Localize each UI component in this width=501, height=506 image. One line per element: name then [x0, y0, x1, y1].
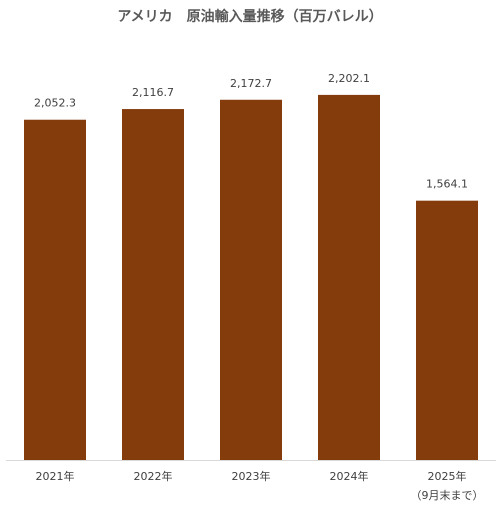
bar — [122, 109, 184, 460]
bar — [318, 94, 380, 461]
x-tick-label: 2023年 — [232, 469, 271, 483]
category-note: （9月末まで） — [411, 488, 484, 502]
bar — [220, 99, 282, 460]
bar — [416, 200, 478, 460]
x-tick-label: 2022年 — [134, 469, 173, 483]
data-label: 1,564.1 — [426, 178, 468, 191]
x-tick-label: 2021年 — [36, 469, 75, 483]
x-tick-label: 2025年 — [428, 469, 467, 483]
chart-title: アメリカ 原油輸入量推移（百万バレル） — [117, 8, 382, 25]
bar — [24, 119, 86, 460]
data-label: 2,116.7 — [132, 86, 174, 99]
data-label: 2,202.1 — [328, 72, 370, 85]
data-label: 2,172.7 — [230, 77, 272, 90]
data-label: 2,052.3 — [34, 97, 76, 110]
x-tick-label: 2024年 — [330, 469, 369, 483]
